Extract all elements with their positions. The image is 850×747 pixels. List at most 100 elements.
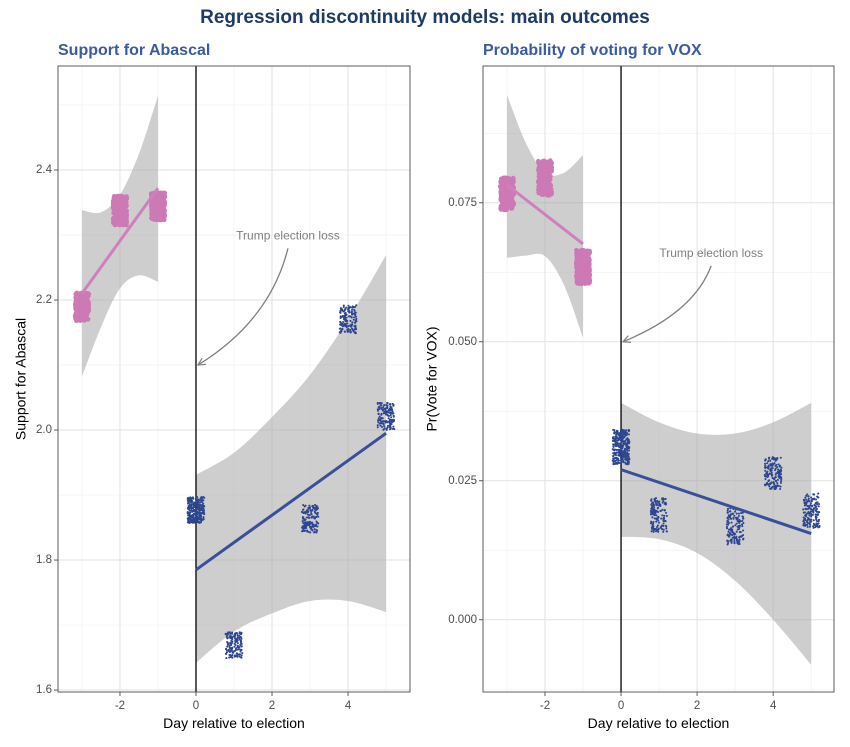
data-point-post-election [771, 457, 774, 460]
data-point-post-election [727, 514, 730, 517]
data-point-post-election [621, 428, 624, 431]
data-point-post-election [657, 516, 660, 519]
data-point-post-election [741, 519, 744, 523]
data-point-post-election [202, 517, 205, 521]
data-point-post-election [726, 511, 729, 514]
data-point-post-election [655, 502, 658, 505]
data-point-post-election [804, 508, 807, 511]
data-point-post-election [201, 512, 204, 515]
data-point-post-election [238, 655, 241, 658]
data-point-post-election [806, 493, 809, 496]
data-point-post-election [236, 632, 239, 635]
data-point-post-election [614, 459, 617, 463]
data-point-post-election [735, 530, 738, 533]
data-point-post-election [650, 511, 653, 514]
data-point-post-election [382, 406, 385, 409]
data-point-pre-election [155, 194, 160, 199]
data-point-post-election [802, 498, 806, 501]
data-point-post-election [388, 408, 391, 411]
data-point-post-election [615, 456, 618, 459]
data-point-post-election [732, 517, 735, 520]
data-point-post-election [234, 648, 238, 651]
data-point-post-election [191, 513, 194, 517]
data-point-pre-election [547, 168, 553, 173]
data-point-post-election [650, 499, 653, 502]
data-point-post-election [389, 421, 392, 425]
data-point-post-election [309, 508, 312, 512]
data-point-pre-election [499, 206, 504, 212]
data-point-post-election [780, 478, 783, 481]
points-post-election [611, 428, 821, 546]
data-point-post-election [227, 642, 230, 645]
data-point-pre-election [122, 208, 128, 214]
data-point-post-election [730, 538, 733, 541]
data-point-post-election [625, 429, 628, 432]
data-point-post-election [239, 650, 242, 653]
data-point-post-election [316, 512, 319, 515]
data-point-post-election [804, 524, 807, 527]
data-point-post-election [200, 515, 203, 518]
data-point-post-election [311, 505, 314, 509]
data-point-post-election [808, 525, 812, 528]
data-point-post-election [303, 525, 306, 528]
data-point-post-election [302, 508, 305, 511]
data-point-post-election [308, 523, 311, 526]
data-point-post-election [653, 506, 656, 509]
data-point-post-election [385, 428, 388, 431]
data-point-post-election [770, 471, 773, 474]
confidence-band-pre-election [506, 94, 584, 338]
data-point-post-election [660, 517, 663, 520]
data-point-post-election [653, 513, 656, 516]
data-point-post-election [742, 534, 745, 537]
y-tick-label: 1.8 [36, 554, 52, 566]
data-point-post-election [383, 425, 386, 428]
data-point-post-election [343, 314, 346, 318]
data-point-post-election [355, 320, 358, 323]
data-point-pre-election [115, 202, 121, 207]
data-point-post-election [738, 542, 741, 546]
data-point-post-election [808, 500, 811, 503]
data-point-post-election [226, 645, 229, 648]
data-point-post-election [804, 519, 807, 522]
data-point-post-election [738, 538, 741, 541]
data-point-post-election [239, 648, 242, 651]
data-point-post-election [771, 462, 774, 465]
data-point-post-election [380, 404, 383, 407]
data-point-post-election [776, 466, 779, 469]
panel-vox-probability: 0.000 0.025 0.050 0.075 -2 0 2 4 Probability of … [424, 42, 835, 731]
data-point-post-election [315, 515, 318, 518]
data-point-post-election [193, 501, 196, 504]
data-point-post-election [769, 459, 772, 462]
panel-border [482, 65, 835, 693]
data-point-post-election [807, 507, 810, 510]
data-point-post-election [355, 317, 358, 321]
data-point-post-election [240, 656, 243, 659]
data-point-post-election [389, 414, 392, 417]
data-point-post-election [624, 448, 627, 451]
data-point-post-election [238, 638, 241, 641]
data-point-pre-election [498, 197, 504, 202]
data-point-post-election [776, 471, 779, 474]
data-point-post-election [391, 411, 395, 415]
data-point-post-election [726, 534, 729, 537]
data-point-post-election [813, 504, 817, 507]
data-point-post-election [627, 433, 630, 436]
data-point-post-election [616, 439, 619, 442]
data-point-pre-election [547, 164, 553, 169]
confidence-band-pre-election [81, 95, 158, 377]
data-point-post-election [187, 517, 190, 520]
data-point-post-election [300, 510, 303, 513]
data-point-pre-election [156, 200, 161, 206]
data-point-post-election [349, 329, 352, 332]
data-point-post-election [771, 467, 774, 470]
data-point-post-election [193, 521, 196, 524]
data-point-post-election [240, 632, 243, 635]
data-point-post-election [808, 514, 811, 517]
data-point-post-election [349, 331, 353, 334]
data-point-post-election [311, 508, 314, 511]
data-point-post-election [188, 514, 191, 517]
data-point-post-election [304, 518, 307, 521]
data-point-post-election [729, 516, 732, 519]
data-point-post-election [189, 496, 192, 499]
data-point-post-election [197, 521, 200, 524]
